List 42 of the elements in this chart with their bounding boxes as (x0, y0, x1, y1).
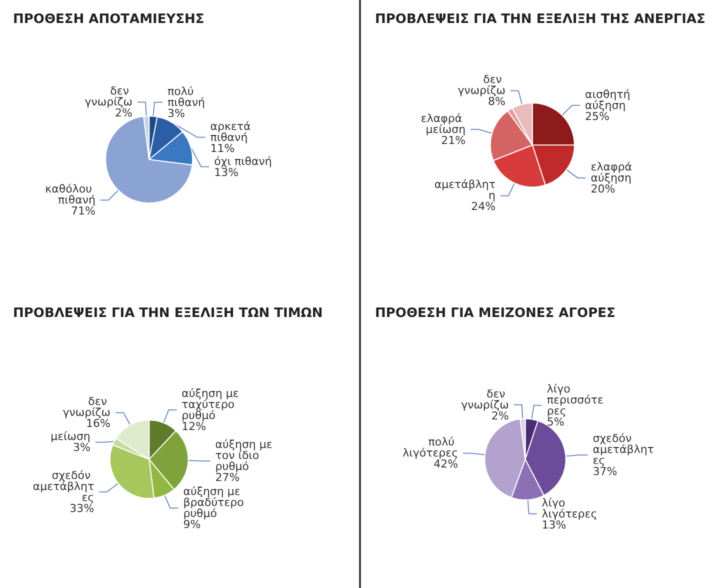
chart-title: ΠΡΟΘΕΣΗ ΑΠΟΤΑΜΙΕΥΣΗΣ (13, 12, 204, 27)
slice-label: αισθητή αύξηση (585, 88, 634, 112)
data-label: 13% (542, 518, 566, 532)
slice-label: καθόλου πιθανή (45, 182, 96, 207)
slice-label: δεν γνωρίζω (461, 387, 509, 412)
data-label: 25% (585, 110, 610, 123)
data-label: 2% (115, 106, 132, 120)
chart-title: ΠΡΟΘΕΣΗ ΓΙΑ ΜΕΙΖΟΝΕΣ ΑΓΟΡΕΣ (375, 306, 616, 321)
data-label: 3% (168, 106, 185, 120)
slice-label: αύξηση με βραδύτερο ρυθμό (183, 485, 248, 520)
slice-label: δεν γνωρίζω (62, 395, 110, 420)
data-label: 42% (434, 458, 458, 471)
data-label: 9% (183, 518, 201, 532)
slice-label: σχεδόν αμετάβλητες (32, 468, 94, 504)
data-label: 24% (471, 200, 496, 214)
data-label: 33% (70, 502, 94, 515)
slice-label: ελαφρά μείωση (420, 112, 466, 136)
slice-label: πολύ πιθανή (168, 84, 205, 109)
slice-label: αύξηση με ταχύτερο ρυθμό (182, 386, 242, 422)
slice-label: ελαφρά αύξηση (590, 160, 636, 184)
data-label: 71% (70, 204, 96, 218)
slice-label: μείωση (50, 430, 90, 444)
data-label: 2% (491, 409, 509, 422)
data-label: 20% (590, 182, 616, 196)
slice-label: λίγο περισσότερες (546, 382, 604, 418)
data-label: 16% (86, 417, 110, 430)
slice-label: αύξηση με τον ίδιο ρυθμό (215, 438, 276, 473)
chart-title: ΠΡΟΒΛΕΨΕΙΣ ΓΙΑ ΤΗΝ ΕΞΕΛΙΞΗ ΤΩΝ ΤΙΜΩΝ (13, 306, 323, 321)
slice-label: όχι πιθανή (214, 154, 272, 168)
data-label: 21% (441, 134, 466, 147)
data-label: 11% (210, 142, 235, 155)
slice-label: αρκετά πιθανή (210, 120, 254, 144)
slice-label: δεν γνωρίζω (458, 73, 506, 98)
data-label: 8% (488, 95, 506, 108)
slice-label: σχεδόν αμετάβλητες (592, 432, 654, 467)
slice-label: πολύ λιγότερες (402, 436, 458, 460)
chart-title: ΠΡΟΒΛΕΨΕΙΣ ΓΙΑ ΤΗΝ ΕΞΕΛΙΞΗ ΤΗΣ ΑΝΕΡΓΙΑΣ (375, 12, 706, 27)
data-label: 37% (592, 464, 618, 478)
data-label: 3% (72, 441, 90, 454)
slice-label: δεν γνωρίζω (84, 84, 132, 109)
slice-label: λίγο λιγότερες (542, 496, 598, 520)
slice-label: αμετάβλητη (434, 178, 496, 202)
